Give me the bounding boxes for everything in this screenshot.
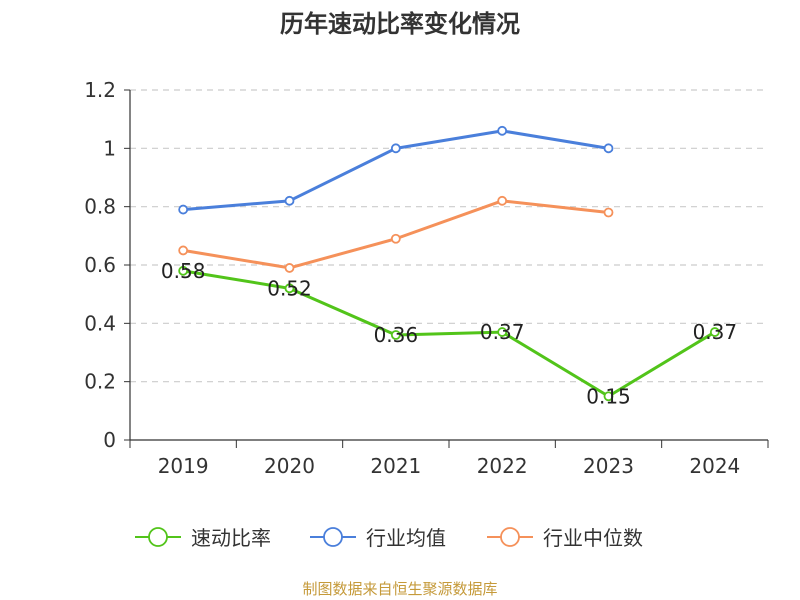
x-tick-label: 2022 — [477, 454, 528, 478]
legend-item: 速动比率 — [135, 526, 271, 550]
data-point — [603, 143, 614, 154]
data-point — [284, 283, 295, 294]
data-point — [497, 327, 508, 337]
y-tick-label: 1.2 — [84, 78, 116, 102]
data-point — [390, 330, 401, 340]
axes: 0 0.2 0.4 0.6 0.8 1 1.2 2019 2020 2021 2022 2023 202… — [84, 78, 769, 478]
legend-marker — [148, 527, 168, 547]
legend-marker — [500, 527, 520, 547]
data-labels: 0.58 0.52 0.36 0.37 0.15 0.37 — [161, 259, 737, 408]
y-tick-label: 1 — [103, 136, 116, 160]
series-lines — [178, 125, 720, 402]
legend-label: 行业中位数 — [543, 526, 643, 550]
y-tick-label: 0.6 — [84, 253, 116, 277]
y-tick-label: 0.8 — [84, 195, 116, 219]
x-tick-label: 2024 — [689, 454, 740, 478]
data-point — [178, 204, 189, 215]
data-label: 0.15 — [586, 384, 631, 408]
legend: 速动比率 行业均值 行业中位数 — [135, 526, 643, 550]
source-note: 制图数据来自恒生聚源数据库 — [302, 580, 498, 598]
data-point — [497, 125, 508, 136]
series-line-0 — [182, 269, 716, 398]
data-point — [390, 233, 401, 244]
data-label: 0.37 — [480, 320, 525, 344]
data-point — [497, 195, 508, 206]
data-label: 0.37 — [693, 320, 738, 344]
x-tick-label: 2023 — [583, 454, 634, 478]
data-point — [178, 265, 189, 276]
data-point — [390, 143, 401, 154]
data-point — [284, 263, 295, 273]
legend-label: 速动比率 — [191, 526, 271, 550]
data-label: 0.58 — [161, 259, 206, 283]
data-point — [178, 245, 189, 256]
data-point — [603, 207, 614, 218]
data-label: 0.36 — [374, 323, 419, 347]
y-tick-label: 0.4 — [84, 311, 116, 335]
grid-lines — [130, 89, 768, 383]
y-tick-label: 0.2 — [84, 370, 116, 394]
legend-label: 行业均值 — [366, 526, 446, 550]
y-tick-label: 0 — [103, 428, 116, 452]
x-tick-label: 2021 — [370, 454, 421, 478]
data-label: 0.52 — [267, 276, 312, 300]
legend-marker — [323, 527, 343, 547]
x-tick-label: 2020 — [264, 454, 315, 478]
chart-title: 历年速动比率变化情况 — [280, 10, 520, 38]
x-tick-label: 2019 — [158, 454, 209, 478]
data-point — [284, 195, 295, 206]
legend-item: 行业均值 — [310, 526, 446, 550]
data-point — [709, 327, 720, 337]
data-point — [603, 391, 614, 402]
legend-item: 行业中位数 — [487, 526, 643, 550]
series-line-1 — [183, 129, 609, 212]
